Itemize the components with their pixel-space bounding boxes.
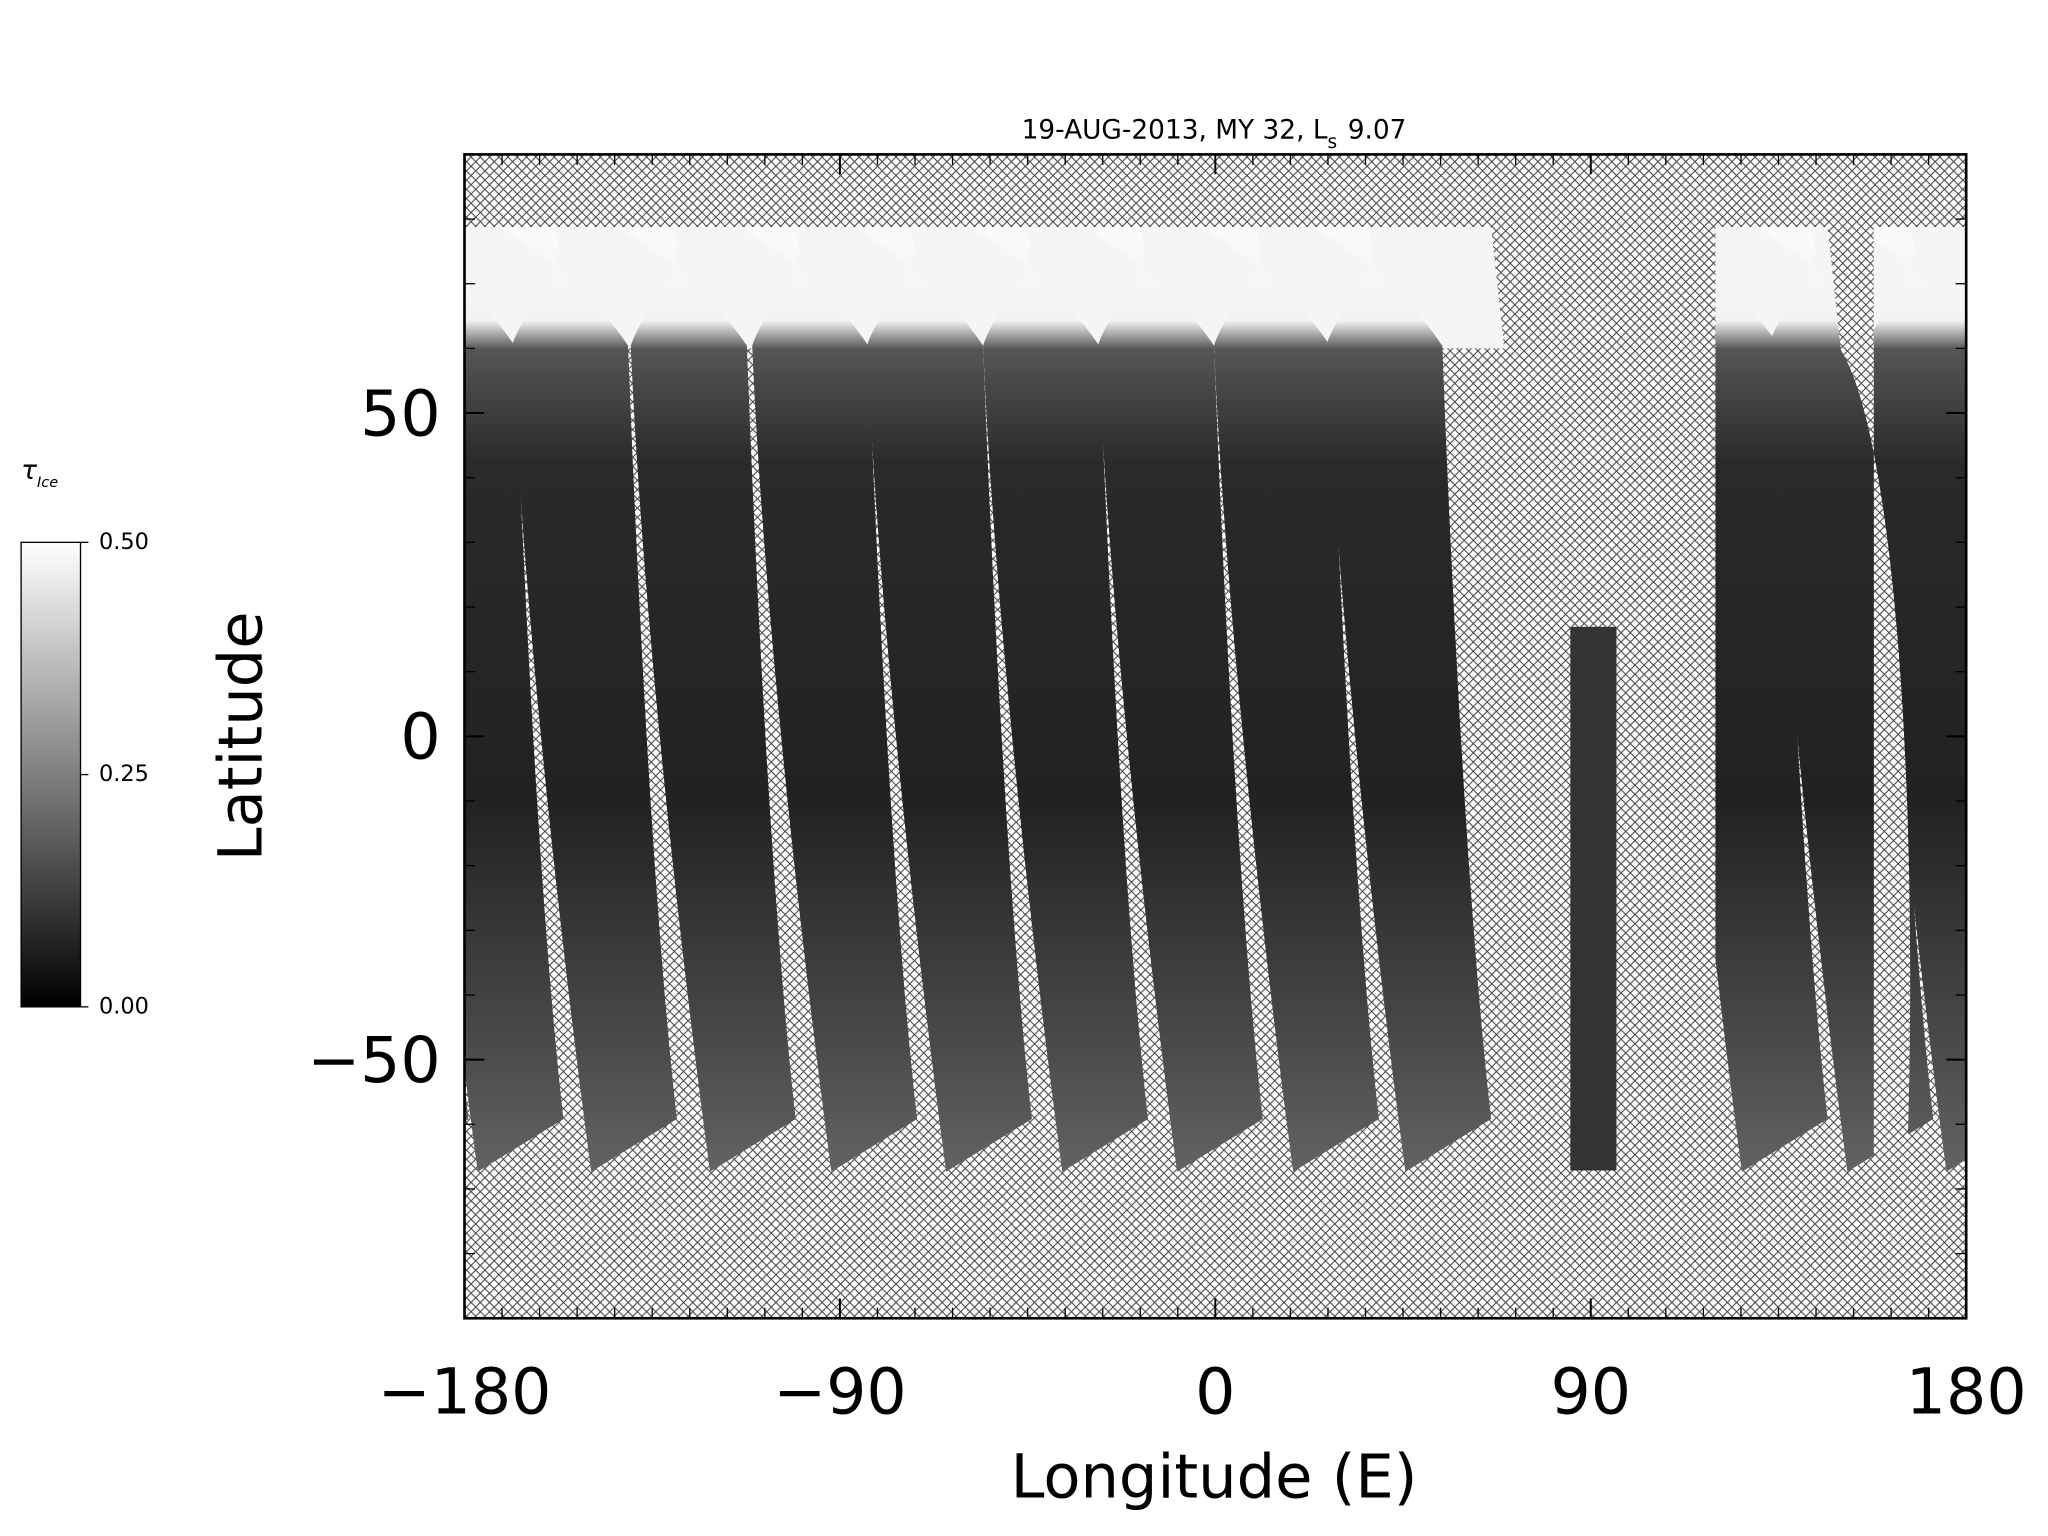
colorbar-subscript: Ice [37, 475, 58, 491]
swath [498, 226, 677, 1172]
x-tick-label: 90 [1550, 1354, 1631, 1428]
swath [1312, 226, 1492, 1172]
colorbar-tick-label: 0.50 [99, 529, 149, 555]
swath [1570, 626, 1617, 1171]
y-tick-label: −50 [307, 1023, 441, 1097]
x-tick-label: 180 [1906, 1354, 2027, 1428]
colorbar-tick-label: 0.00 [99, 993, 149, 1019]
colorbar [20, 541, 82, 1008]
swath [617, 226, 796, 1172]
title-subscript: s [1328, 132, 1338, 153]
chart-title: 19-AUG-2013, MY 32, Ls 9.07 [1022, 116, 1407, 153]
y-tick-label: 50 [360, 376, 441, 450]
colorbar-symbol: τ [21, 456, 37, 486]
y-axis-label: Latitude [206, 611, 276, 861]
swath [738, 226, 918, 1172]
x-tick-label: 0 [1195, 1354, 1235, 1428]
swath [464, 286, 564, 1172]
x-axis-label: Longitude (E) [1011, 1443, 1418, 1513]
x-tick-label: −180 [378, 1354, 552, 1428]
swath [969, 226, 1149, 1172]
title-main: 19-AUG-2013, MY 32, L [1022, 116, 1328, 146]
y-tick-label: 0 [400, 700, 440, 774]
swaths [464, 226, 1967, 1172]
swath [853, 226, 1032, 1172]
swath [1854, 226, 1967, 1172]
title-suffix: 9.07 [1348, 116, 1407, 146]
swath [1084, 226, 1263, 1172]
colorbar-label: τIce [21, 456, 58, 491]
colorbar-tick-label: 0.25 [99, 761, 149, 787]
data-gap [1827, 226, 1911, 1172]
x-tick-label: −90 [773, 1354, 907, 1428]
